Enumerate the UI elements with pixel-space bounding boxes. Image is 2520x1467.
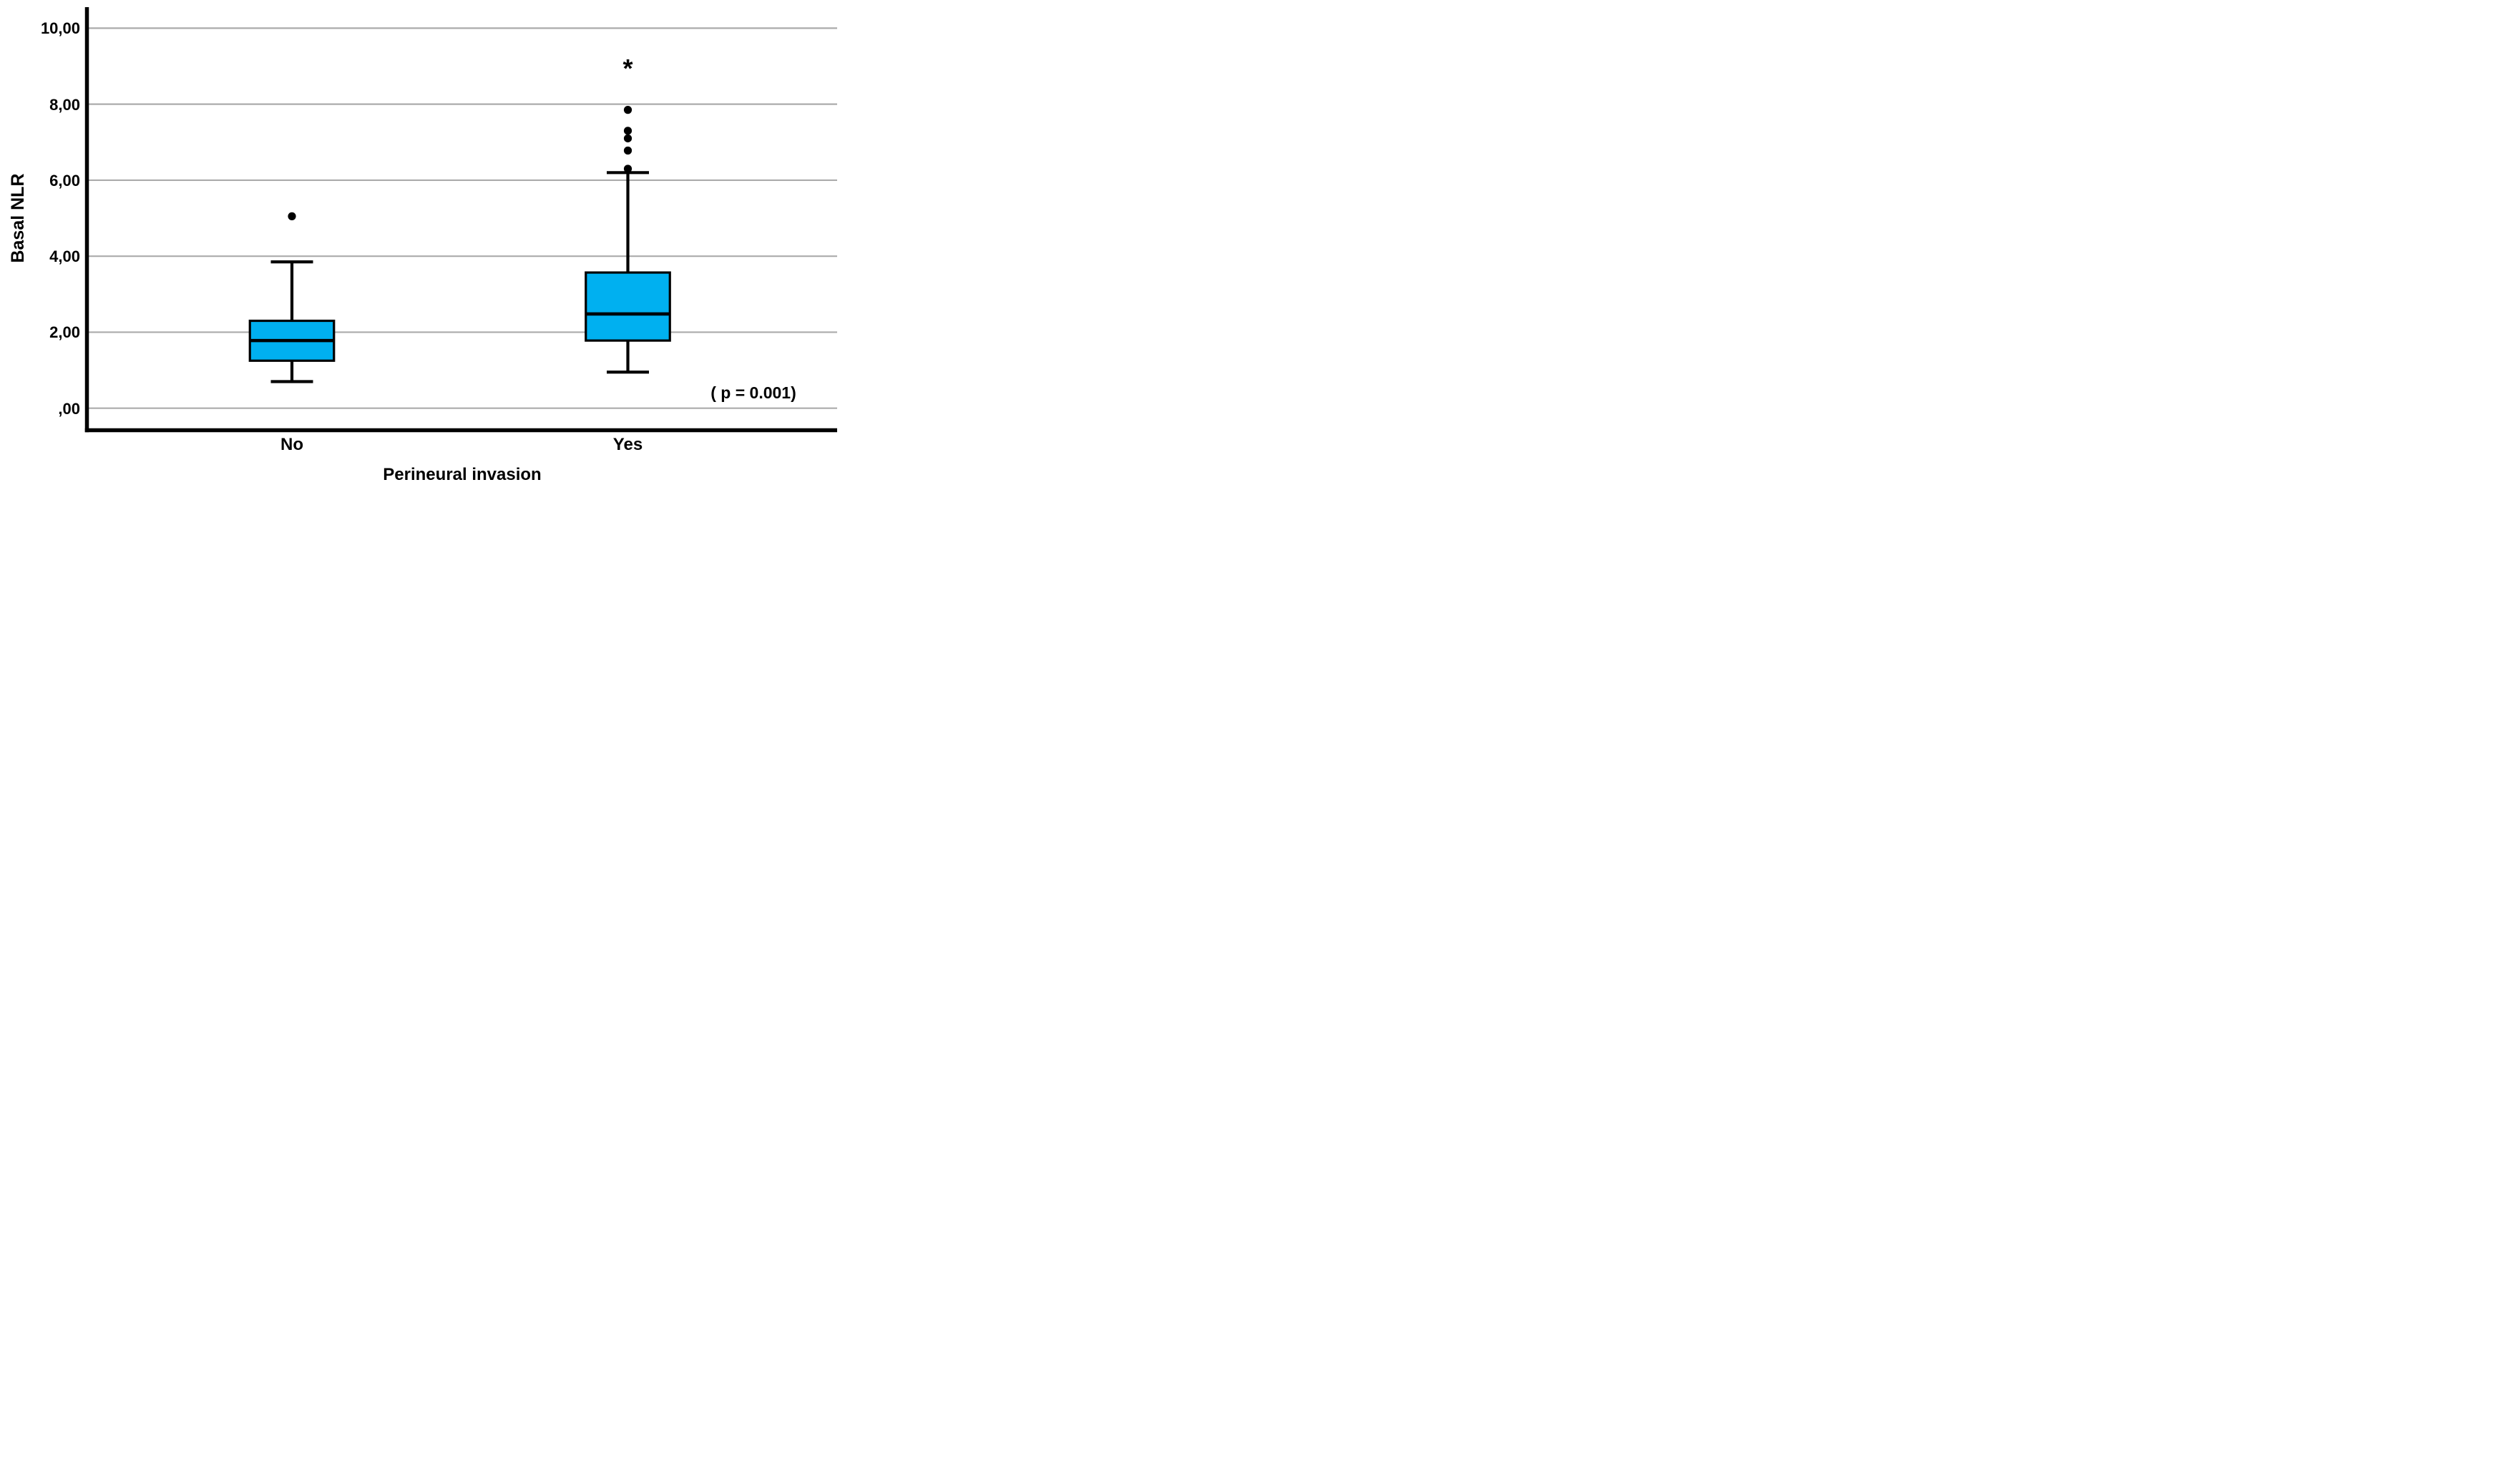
outlier-dot-yes [623, 134, 633, 143]
plot-area: * [84, 7, 837, 433]
outlier-dot-yes [623, 165, 633, 173]
x-axis-title: Perineural invasion [383, 465, 542, 484]
y-tick-label-10,00: 10,00 [40, 19, 80, 38]
y-tick-label-4,00: 4,00 [49, 247, 80, 266]
outlier-dot-no [288, 212, 296, 220]
extreme-outlier-asterisk-yes: * [622, 54, 633, 83]
outlier-dot-yes [623, 127, 633, 135]
y-tick-label-,00: ,00 [58, 399, 80, 418]
outlier-dot-yes [623, 146, 633, 155]
y-tick-label-8,00: 8,00 [49, 95, 80, 114]
box-yes [585, 271, 671, 342]
outlier-dot-yes [623, 106, 633, 114]
x-category-label-no: No [280, 435, 303, 454]
boxplot-figure: * Basal NLR ,00 2,00 4,00 6,00 8,00 10,00 No Y… [0, 0, 840, 489]
y-tick-label-6,00: 6,00 [49, 171, 80, 190]
y-tick-label-2,00: 2,00 [49, 323, 80, 342]
p-value-annotation: ( p = 0.001) [710, 383, 796, 402]
y-axis-title: Basal NLR [8, 173, 28, 263]
x-category-label-yes: Yes [612, 435, 643, 454]
